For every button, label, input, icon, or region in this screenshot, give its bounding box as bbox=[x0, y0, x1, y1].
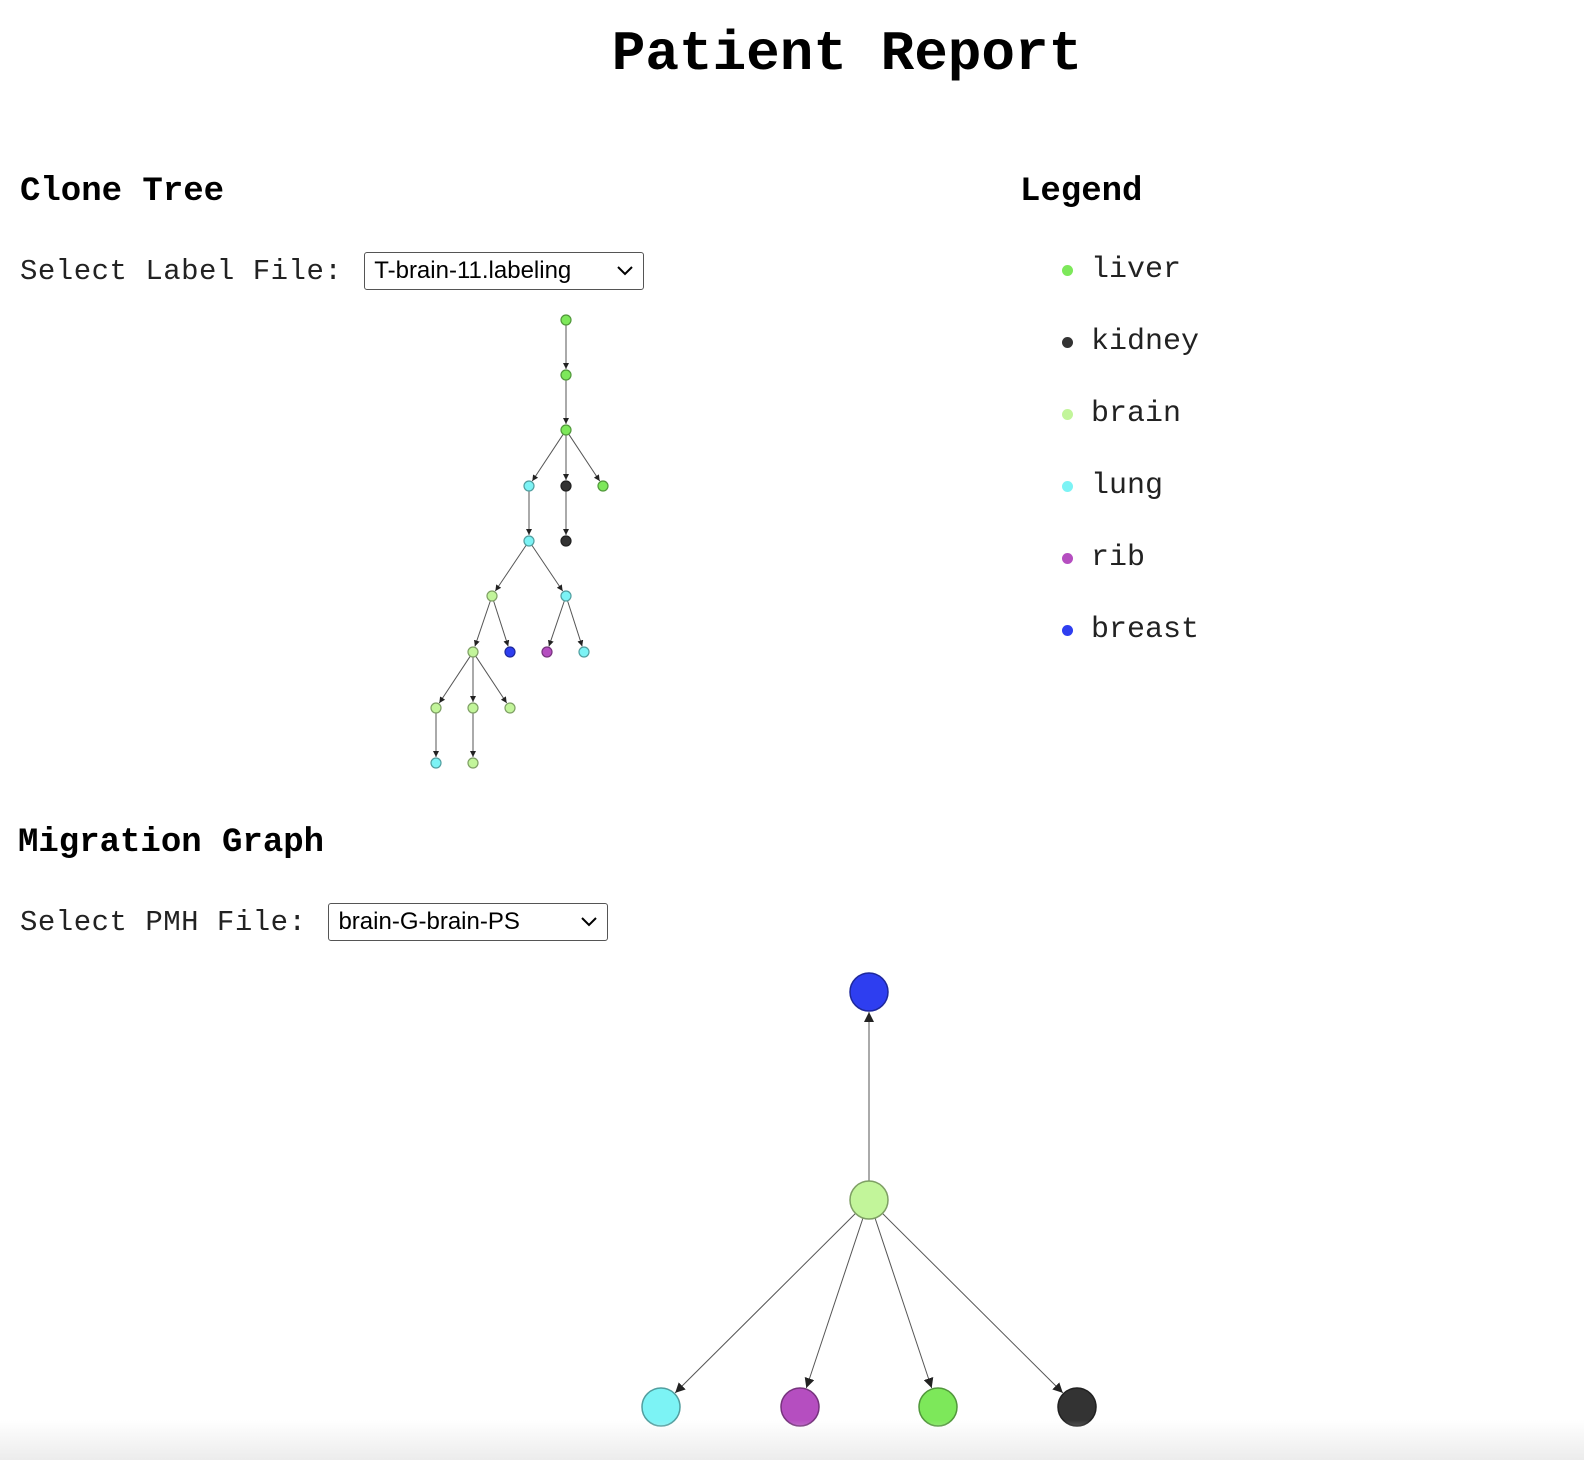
clone-tree-edge bbox=[493, 600, 510, 647]
clone-tree-graph bbox=[430, 314, 609, 769]
clone-tree-node-brain[interactable] bbox=[486, 590, 498, 602]
clone-tree-edge bbox=[475, 655, 508, 704]
clone-tree-node-brain[interactable] bbox=[430, 702, 442, 714]
legend-list: liver kidney brain lung rib breast bbox=[1060, 250, 1199, 682]
migration-graph-heading: Migration Graph bbox=[18, 824, 325, 862]
migration-graph-edge bbox=[874, 1217, 934, 1389]
clone-tree-edge bbox=[548, 600, 565, 647]
clone-tree-node-liver[interactable] bbox=[597, 480, 609, 492]
migration-graph-node-rib[interactable] bbox=[780, 1387, 820, 1427]
clone-tree-node-liver[interactable] bbox=[560, 314, 572, 326]
clone-tree-node-lung[interactable] bbox=[578, 646, 590, 658]
clone-tree-node-kidney[interactable] bbox=[560, 480, 572, 492]
legend-dot bbox=[1062, 408, 1073, 420]
clone-tree-node-kidney[interactable] bbox=[560, 535, 572, 547]
legend-label: rib bbox=[1091, 541, 1146, 575]
clone-tree-node-lung[interactable] bbox=[523, 480, 535, 492]
pmh-file-select-row: Select PMH File: brain-G-brain-PS bbox=[20, 903, 609, 941]
legend-item-rib: rib bbox=[1060, 538, 1199, 578]
legend-dot bbox=[1062, 264, 1073, 276]
label-file-select-label: Select Label File: bbox=[20, 254, 343, 288]
migration-graph-node-lung[interactable] bbox=[641, 1387, 681, 1427]
label-file-select-row: Select Label File: T-brain-11.labeling bbox=[20, 252, 645, 290]
clone-tree-node-liver[interactable] bbox=[560, 369, 572, 381]
migration-graph-node-brain[interactable] bbox=[849, 1180, 889, 1220]
legend-label: kidney bbox=[1091, 325, 1200, 359]
migration-graph-node-breast[interactable] bbox=[849, 972, 889, 1012]
migration-graph-edge bbox=[674, 1213, 856, 1394]
clone-tree-node-breast[interactable] bbox=[504, 646, 516, 658]
legend-item-breast: breast bbox=[1060, 610, 1199, 650]
legend-dot bbox=[1062, 552, 1073, 564]
legend-item-liver: liver bbox=[1060, 250, 1199, 290]
legend-label: lung bbox=[1091, 469, 1164, 503]
migration-graph-edge bbox=[882, 1213, 1064, 1394]
migration-graph-edge bbox=[804, 1217, 864, 1389]
clone-tree-node-brain[interactable] bbox=[467, 757, 479, 769]
clone-tree-node-lung[interactable] bbox=[430, 757, 442, 769]
legend-item-brain: brain bbox=[1060, 394, 1199, 434]
clone-tree-edge bbox=[438, 655, 471, 704]
legend-label: breast bbox=[1091, 613, 1200, 647]
clone-tree-heading: Clone Tree bbox=[20, 173, 225, 211]
clone-tree-edge bbox=[568, 433, 601, 482]
label-file-select[interactable]: T-brain-11.labeling bbox=[364, 252, 645, 290]
legend-dot bbox=[1062, 624, 1073, 636]
clone-tree-node-lung[interactable] bbox=[560, 590, 572, 602]
clone-tree-edge bbox=[474, 600, 491, 647]
legend-heading: Legend bbox=[1020, 173, 1143, 211]
legend-dot bbox=[1062, 336, 1073, 348]
clone-tree-edge bbox=[531, 433, 564, 482]
chevron-down-icon bbox=[617, 266, 633, 276]
legend-label: brain bbox=[1091, 397, 1182, 431]
chevron-down-icon bbox=[581, 917, 598, 927]
label-file-select-value: T-brain-11.labeling bbox=[374, 257, 572, 284]
clone-tree-node-rib[interactable] bbox=[541, 646, 553, 658]
legend-item-lung: lung bbox=[1060, 466, 1199, 506]
pmh-file-select[interactable]: brain-G-brain-PS bbox=[328, 903, 609, 941]
legend-item-kidney: kidney bbox=[1060, 322, 1199, 362]
clone-tree-node-brain[interactable] bbox=[467, 702, 479, 714]
clone-tree-edge bbox=[494, 544, 527, 592]
clone-tree-edge bbox=[531, 544, 564, 592]
legend-dot bbox=[1062, 480, 1073, 492]
page-title: Patient Report bbox=[611, 22, 1083, 86]
migration-graph-node-liver[interactable] bbox=[918, 1387, 958, 1427]
pmh-file-select-label: Select PMH File: bbox=[20, 905, 307, 939]
clone-tree-node-lung[interactable] bbox=[523, 535, 535, 547]
migration-graph-node-kidney[interactable] bbox=[1057, 1387, 1097, 1427]
clone-tree-edge bbox=[567, 600, 584, 647]
clone-tree-node-brain[interactable] bbox=[467, 646, 479, 658]
clone-tree-node-liver[interactable] bbox=[560, 424, 572, 436]
pmh-file-select-value: brain-G-brain-PS bbox=[338, 908, 520, 935]
legend-label: liver bbox=[1091, 253, 1182, 287]
clone-tree-node-brain[interactable] bbox=[504, 702, 516, 714]
